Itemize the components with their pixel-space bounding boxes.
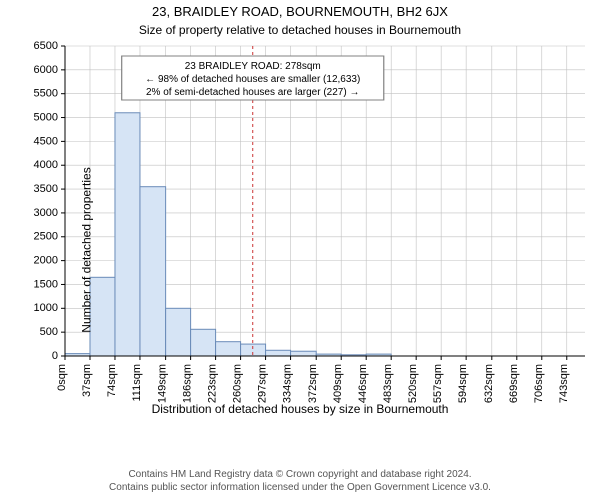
x-tick-label: 557sqm — [432, 364, 444, 403]
x-tick-label: 372sqm — [307, 364, 319, 403]
annotation-text: 2% of semi-detached houses are larger (2… — [146, 87, 359, 98]
footer-attribution: Contains HM Land Registry data © Crown c… — [0, 468, 600, 494]
svg-text:6500: 6500 — [34, 40, 58, 52]
svg-text:1500: 1500 — [34, 278, 58, 290]
x-tick-label: 594sqm — [457, 364, 469, 403]
svg-text:6000: 6000 — [34, 64, 58, 76]
x-tick-label: 297sqm — [257, 364, 269, 403]
plot-wrap: Number of detached properties 0 500 1000 15… — [0, 40, 600, 460]
x-tick-label: 632sqm — [483, 364, 495, 403]
histogram-bar — [216, 342, 241, 356]
page-subtitle: Size of property relative to detached ho… — [0, 21, 600, 41]
svg-text:0: 0 — [52, 350, 58, 362]
x-tick-label: 149sqm — [157, 364, 169, 403]
svg-text:2500: 2500 — [34, 231, 58, 243]
x-tick-label: 111sqm — [131, 364, 143, 402]
y-axis-label: Number of detached properties — [80, 167, 94, 332]
annotation-text: 23 BRAIDLEY ROAD: 278sqm — [185, 61, 321, 72]
histogram-bar — [140, 187, 166, 356]
histogram-bar — [266, 350, 291, 356]
svg-text:4500: 4500 — [34, 135, 58, 147]
x-tick-label: 74sqm — [106, 364, 118, 397]
svg-text:4000: 4000 — [34, 159, 58, 171]
x-tick-label: 223sqm — [207, 364, 219, 403]
svg-text:500: 500 — [40, 326, 58, 338]
x-tick-label: 0sqm — [56, 364, 68, 391]
x-axis-label: Distribution of detached houses by size … — [0, 402, 600, 416]
histogram-bar — [191, 329, 216, 356]
footer-line-2: Contains public sector information licen… — [109, 482, 491, 493]
svg-text:3000: 3000 — [34, 207, 58, 219]
x-tick-label: 37sqm — [81, 364, 93, 397]
x-tick-label: 483sqm — [382, 364, 394, 403]
annotation-text: ← 98% of detached houses are smaller (12… — [145, 74, 360, 85]
x-tick-label: 446sqm — [357, 364, 369, 403]
x-tick-label: 706sqm — [533, 364, 545, 403]
svg-text:1000: 1000 — [34, 302, 58, 314]
x-tick-label: 743sqm — [558, 364, 570, 403]
svg-text:5000: 5000 — [34, 111, 58, 123]
x-tick-label: 669sqm — [508, 364, 520, 403]
histogram-bar — [115, 113, 140, 356]
x-tick-label: 520sqm — [407, 364, 419, 403]
histogram-bar — [291, 351, 317, 356]
page-title: 23, BRAIDLEY ROAD, BOURNEMOUTH, BH2 6JX — [0, 0, 600, 21]
x-tick-label: 186sqm — [182, 364, 194, 403]
svg-text:5500: 5500 — [34, 88, 58, 100]
histogram-bar — [90, 277, 115, 356]
chart-container: 23, BRAIDLEY ROAD, BOURNEMOUTH, BH2 6JX … — [0, 0, 600, 500]
histogram-bar — [166, 308, 191, 356]
x-tick-label: 409sqm — [332, 364, 344, 403]
svg-text:2000: 2000 — [34, 255, 58, 267]
x-tick-label: 334sqm — [282, 364, 294, 403]
svg-text:3500: 3500 — [34, 183, 58, 195]
x-tick-label: 260sqm — [232, 364, 244, 403]
footer-line-1: Contains HM Land Registry data © Crown c… — [128, 469, 471, 480]
